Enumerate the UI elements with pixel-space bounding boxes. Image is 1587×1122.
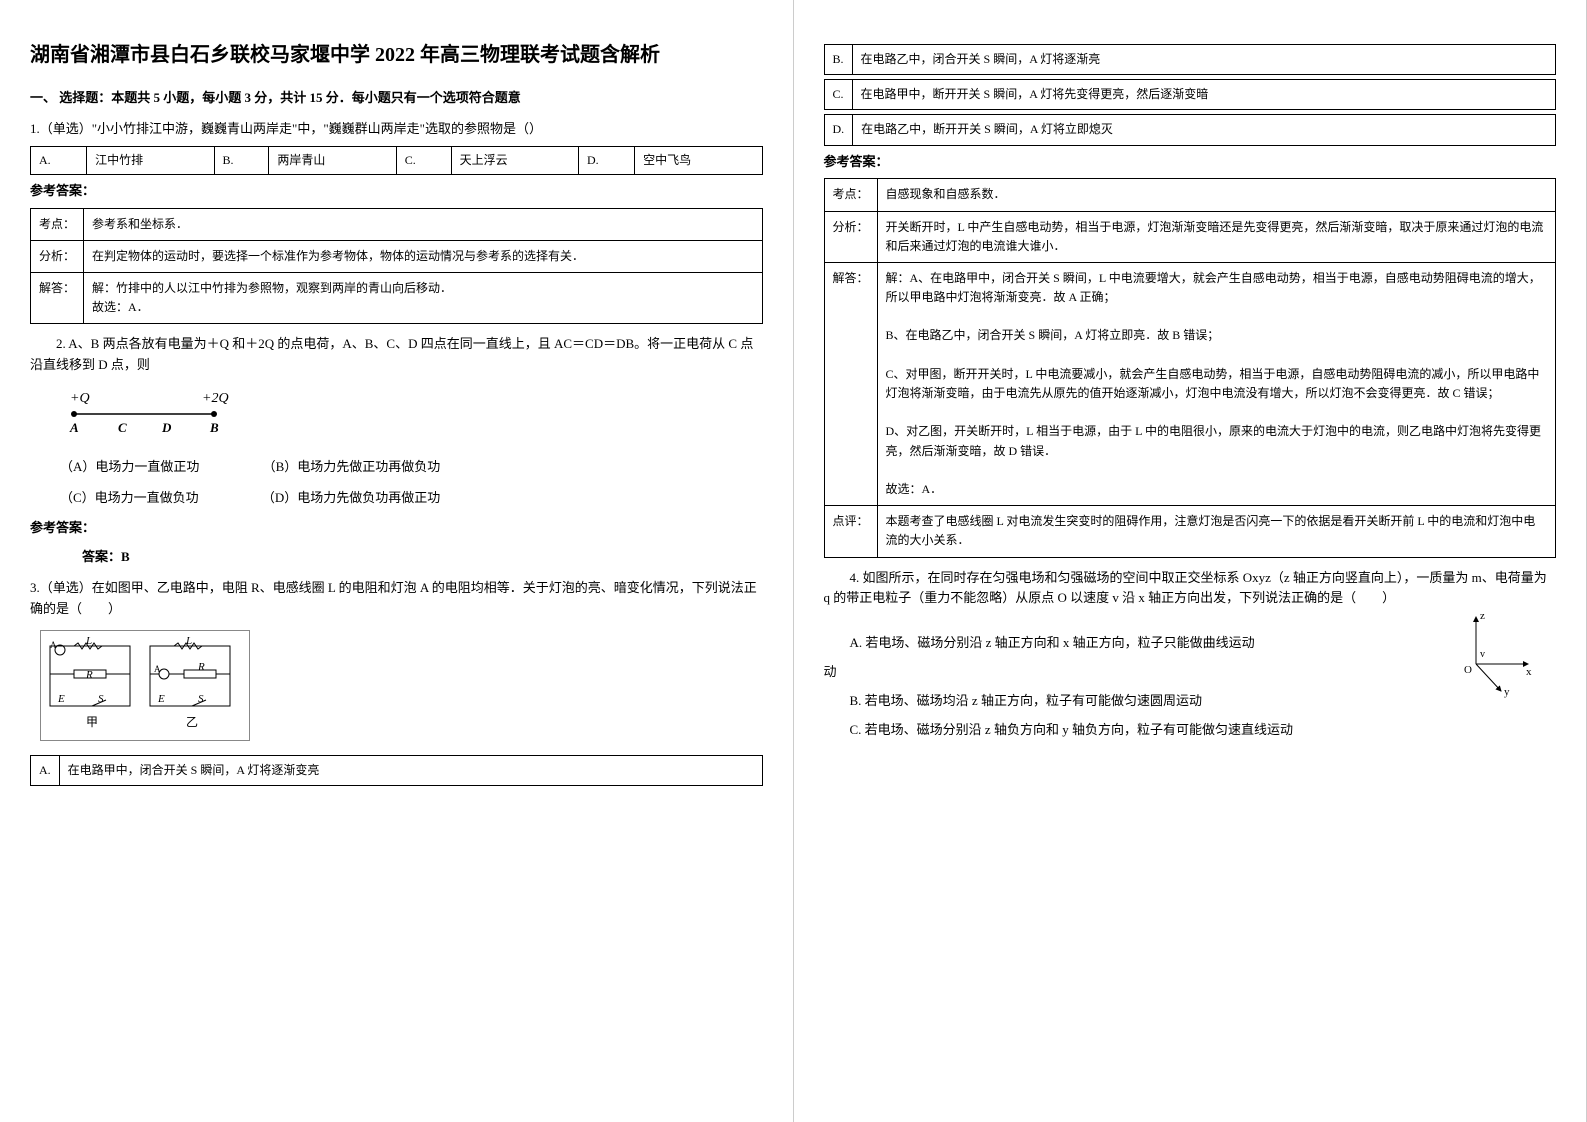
svg-text:L: L (185, 635, 192, 647)
svg-text:x: x (1526, 666, 1532, 678)
question-3: 3.（单选）在如图甲、乙电路中，电阻 R、电感线圈 L 的电阻和灯泡 A 的电阻… (30, 578, 763, 787)
svg-text:乙: 乙 (186, 715, 198, 729)
q3-optD-table: D.在电路乙中，断开开关 S 瞬间，A 灯将立即熄灭 (824, 114, 1557, 145)
answer-label: 参考答案： (30, 181, 763, 202)
opt-label: B. (824, 45, 852, 75)
svg-text:A: A (50, 640, 57, 650)
svg-text:甲: 甲 (86, 715, 98, 729)
right-page: B.在电路乙中，闭合开关 S 瞬间，A 灯将逐渐亮 C.在电路甲中，断开开关 S… (794, 0, 1587, 1122)
charge-left: +Q (70, 391, 90, 406)
q2-answer: 答案：B (56, 547, 763, 568)
svg-text:A: A (154, 664, 161, 674)
question-4: 4. 如图所示，在同时存在匀强电场和匀强磁场的空间中取正交坐标系 Oxyz（z … (824, 568, 1557, 741)
answer-label: 参考答案： (824, 152, 1557, 173)
svg-text:D: D (161, 420, 172, 435)
row-label: 解答： (824, 262, 877, 505)
row-label: 解答： (31, 272, 84, 323)
q4-stem: 4. 如图所示，在同时存在匀强电场和匀强磁场的空间中取正交坐标系 Oxyz（z … (824, 568, 1557, 610)
opt-label: D. (578, 146, 634, 174)
doc-title: 湖南省湘潭市县白石乡联校马家堰中学 2022 年高三物理联考试题含解析 (30, 40, 763, 70)
q2-stem: 2. A、B 两点各放有电量为＋Q 和＋2Q 的点电荷，A、B、C、D 四点在同… (30, 334, 763, 376)
row-label: 考点： (824, 179, 877, 211)
row-text: 开关断开时，L 中产生自感电动势，相当于电源，灯泡渐渐变暗还是先变得更亮，然后渐… (877, 211, 1555, 262)
section-heading: 一、 选择题：本题共 5 小题，每小题 3 分，共计 15 分．每小题只有一个选… (30, 88, 763, 109)
q4-axis-diagram: z x y O v (1446, 609, 1536, 706)
opt-text: 在电路乙中，断开开关 S 瞬间，A 灯将立即熄灭 (853, 115, 1556, 145)
svg-text:v: v (1480, 649, 1485, 660)
row-text: 解：A、在电路甲中，闭合开关 S 瞬间，L 中电流要增大，就会产生自感电动势，相… (877, 262, 1555, 505)
q1-options-table: A. 江中竹排 B. 两岸青山 C. 天上浮云 D. 空中飞鸟 (30, 146, 763, 175)
opt-label: D. (824, 115, 853, 145)
opt-text: 在电路乙中，闭合开关 S 瞬间，A 灯将逐渐亮 (852, 45, 1555, 75)
opt-label: C. (396, 146, 451, 174)
q2-opts-row1: （A）电场力一直做正功 （B）电场力先做正功再做负功 (60, 457, 763, 478)
q2-optC: （C）电场力一直做负功 (60, 488, 199, 509)
opt-label: B. (214, 146, 269, 174)
row-text: 参考系和坐标系． (84, 208, 762, 240)
opt-text: 天上浮云 (451, 146, 578, 174)
opt-text: 两岸青山 (269, 146, 396, 174)
left-page: 湖南省湘潭市县白石乡联校马家堰中学 2022 年高三物理联考试题含解析 一、 选… (0, 0, 794, 1122)
q3-optA-table: A.在电路甲中，闭合开关 S 瞬间，A 灯将逐渐变亮 (30, 755, 763, 786)
svg-text:z: z (1480, 610, 1485, 622)
row-text: 解：竹排中的人以江中竹排为参照物，观察到两岸的青山向后移动． 故选：A． (84, 272, 762, 323)
svg-text:B: B (209, 420, 219, 435)
row-label: 分析： (824, 211, 877, 262)
opt-label: A. (31, 146, 87, 174)
svg-text:y: y (1504, 686, 1510, 698)
question-2: 2. A、B 两点各放有电量为＋Q 和＋2Q 的点电荷，A、B、C、D 四点在同… (30, 334, 763, 568)
q1-stem: 1.（单选）"小小竹排江中游，巍巍青山两岸走"中，"巍巍群山两岸走"选取的参照物… (30, 119, 763, 140)
q1-analysis-table: 考点：参考系和坐标系． 分析：在判定物体的运动时，要选择一个标准作为参考物体，物… (30, 208, 763, 325)
svg-text:E: E (57, 693, 65, 705)
opt-text: 在电路甲中，闭合开关 S 瞬间，A 灯将逐渐变亮 (59, 756, 762, 786)
q2-optA: （A）电场力一直做正功 (60, 457, 199, 478)
q3-stem: 3.（单选）在如图甲、乙电路中，电阻 R、电感线圈 L 的电阻和灯泡 A 的电阻… (30, 578, 763, 620)
row-label: 考点： (31, 208, 84, 240)
svg-text:R: R (85, 669, 93, 681)
answer-label: 参考答案： (30, 518, 763, 539)
row-label: 分析： (31, 240, 84, 272)
opt-label: A. (31, 756, 60, 786)
opt-label: C. (824, 80, 852, 110)
svg-text:E: E (157, 693, 165, 705)
q2-diagram: +Q +2Q A C D B (60, 388, 763, 445)
svg-text:L: L (85, 635, 92, 647)
q2-optD: （D）电场力先做负功再做正功 (262, 488, 440, 509)
row-text: 本题考查了电感线圈 L 对电流发生突变时的阻碍作用，注意灯泡是否闪亮一下的依据是… (877, 506, 1555, 557)
svg-text:R: R (197, 661, 205, 673)
q3-optC-table: C.在电路甲中，断开开关 S 瞬间，A 灯将先变得更亮，然后逐渐变暗 (824, 79, 1557, 110)
q4-optC: C. 若电场、磁场分别沿 z 轴负方向和 y 轴负方向，粒子有可能做匀速直线运动 (824, 720, 1557, 741)
svg-text:A: A (69, 420, 79, 435)
row-text: 自感现象和自感系数． (877, 179, 1555, 211)
svg-text:O: O (1464, 664, 1472, 676)
q3-optB-table: B.在电路乙中，闭合开关 S 瞬间，A 灯将逐渐亮 (824, 44, 1557, 75)
q2-opts-row2: （C）电场力一直做负功 （D）电场力先做负功再做正功 (60, 488, 763, 509)
charge-right: +2Q (202, 391, 229, 406)
question-1: 1.（单选）"小小竹排江中游，巍巍青山两岸走"中，"巍巍群山两岸走"选取的参照物… (30, 119, 763, 325)
opt-text: 在电路甲中，断开开关 S 瞬间，A 灯将先变得更亮，然后逐渐变暗 (852, 80, 1555, 110)
q2-optB: （B）电场力先做正功再做负功 (263, 457, 441, 478)
opt-text: 空中飞鸟 (635, 146, 762, 174)
q3-analysis-table: 考点：自感现象和自感系数． 分析：开关断开时，L 中产生自感电动势，相当于电源，… (824, 178, 1557, 557)
row-label: 点评： (824, 506, 877, 557)
charge-line-svg: +Q +2Q A C D B (60, 388, 240, 438)
q3-circuit-diagram: A L R E S 甲 L A R (40, 630, 250, 742)
svg-text:C: C (118, 420, 127, 435)
row-text: 在判定物体的运动时，要选择一个标准作为参考物体，物体的运动情况与参考系的选择有关… (84, 240, 762, 272)
opt-text: 江中竹排 (87, 146, 214, 174)
